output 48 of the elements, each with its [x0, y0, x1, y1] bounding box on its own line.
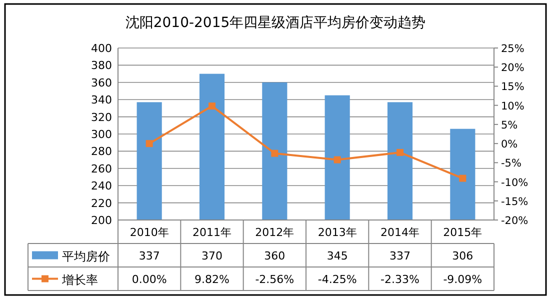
y-tick-label: 200	[91, 214, 112, 227]
y2-tick-label: 20%	[501, 62, 524, 74]
data-label: 337	[390, 249, 410, 262]
x-tick-label: 2011年	[192, 226, 232, 239]
y-tick-label: 220	[91, 196, 112, 210]
y2-tick-label: -15%	[501, 196, 528, 208]
legend-label: 增长率	[61, 272, 98, 287]
y2-tick-label: 15%	[501, 81, 524, 94]
x-tick-label: 2015年	[443, 226, 482, 239]
data-label: 0.00%	[132, 272, 167, 286]
data-label: -2.56%	[255, 272, 294, 286]
data-label: -2.33%	[380, 272, 420, 286]
x-tick-label: 2014年	[380, 226, 420, 239]
y2-tick-label: 0%	[501, 138, 518, 151]
data-label: 306	[452, 249, 474, 262]
data-label: 345	[326, 249, 348, 262]
y2-tick-label: -5%	[501, 158, 522, 170]
data-label: 337	[138, 249, 160, 262]
y2-tick-label: 25%	[501, 43, 524, 55]
y-tick-label: 240	[91, 180, 112, 193]
data-label: 9.82%	[194, 272, 230, 286]
point	[208, 102, 216, 110]
data-label: 370	[202, 249, 222, 262]
x-tick-label: 2012年	[255, 226, 294, 239]
y2-tick-label: -20%	[501, 215, 528, 227]
legend-label: 平均房价	[62, 249, 110, 264]
y-tick-label: 380	[91, 59, 112, 72]
y-tick-label: 320	[91, 110, 112, 124]
data-label: -4.25%	[318, 272, 357, 286]
y-tick-label: 280	[91, 145, 112, 158]
data-label: -9.09%	[443, 272, 482, 286]
y2-tick-label: 10%	[501, 100, 524, 112]
point	[459, 174, 466, 182]
point	[271, 150, 278, 157]
y-tick-label: 340	[91, 94, 112, 107]
y2-tick-label: -10%	[501, 176, 528, 189]
point	[334, 156, 341, 164]
x-tick-label: 2013年	[318, 226, 357, 239]
data-label: 360	[264, 249, 286, 262]
chart-title: 沈阳2010-2015年四星级酒店平均房价变动趋势	[125, 15, 426, 31]
y-tick-label: 360	[91, 76, 112, 90]
y-tick-label: 260	[91, 162, 112, 176]
point	[396, 148, 404, 156]
y-tick-label: 300	[91, 128, 112, 141]
point	[146, 140, 153, 148]
y-tick-label: 400	[91, 42, 112, 55]
x-tick-label: 2010年	[130, 226, 169, 239]
y2-tick-label: 5%	[501, 119, 518, 132]
